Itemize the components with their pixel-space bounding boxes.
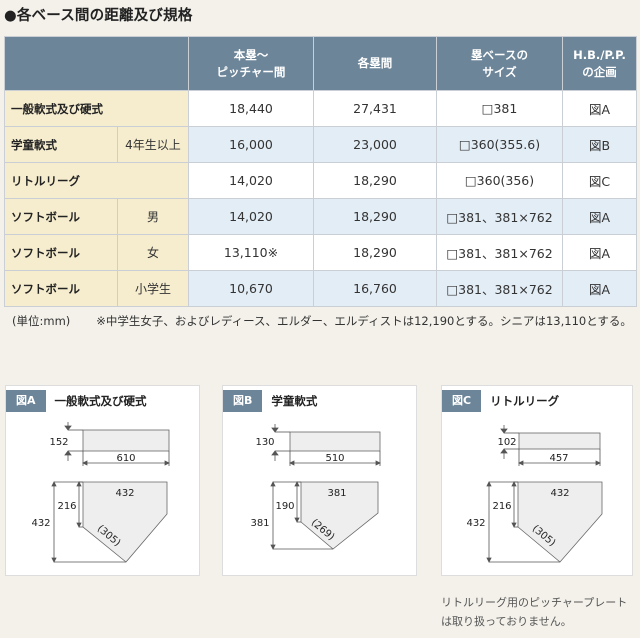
table-row: 学童軟式 4年生以上 16,000 23,000 □360(355.6) 図B <box>4 126 637 163</box>
home-side-a: 216 <box>57 501 76 512</box>
table-note: (単位:mm) ※中学生女子、およびレディース、エルダー、エルディストは12,19… <box>12 313 632 329</box>
figure-c-diagram: 102 457 432 216 432 (305) <box>466 425 603 563</box>
header-bases: 各塁間 <box>313 36 437 91</box>
cell-bases: 27,431 <box>313 90 437 127</box>
plate-width-c: 457 <box>549 453 568 464</box>
row-label: ソフトボール <box>4 198 118 235</box>
footer-note: リトルリーグ用のピッチャープレート は取り扱っておりません。 <box>441 593 627 631</box>
header-pitcher-line1: 本塁～ <box>233 47 269 62</box>
cell-fig: 図A <box>562 270 637 307</box>
cell-fig: 図A <box>562 234 637 271</box>
figure-b-header: 図B 学童軟式 <box>223 390 317 412</box>
cell-bases: 18,290 <box>313 198 437 235</box>
plate-height-c: 102 <box>497 437 516 448</box>
cell-size: □381、381×762 <box>436 198 563 235</box>
table-row: ソフトボール 小学生 10,670 16,760 □381、381×762 図A <box>4 270 637 307</box>
spec-table: 本塁～ ピッチャー間 各塁間 塁ベースの サイズ H.B./P.P. の企画 一… <box>4 36 637 307</box>
figure-b-diagram: 130 510 381 190 381 (269) <box>250 424 381 550</box>
footnote: ※中学生女子、およびレディース、エルダー、エルディストは12,190とする。シニ… <box>96 314 632 328</box>
home-side-c: 216 <box>492 501 511 512</box>
cell-bases: 18,290 <box>313 234 437 271</box>
header-size-line1: 塁ベースの <box>471 47 528 62</box>
table-row: リトルリーグ 14,020 18,290 □360(356) 図C <box>4 162 637 199</box>
cell-bases: 23,000 <box>313 126 437 163</box>
cell-bases: 16,760 <box>313 270 437 307</box>
cell-pitcher: 14,020 <box>188 198 314 235</box>
cell-pitcher: 18,440 <box>188 90 314 127</box>
cell-fig: 図A <box>562 90 637 127</box>
page-title: ●各ベース間の距離及び規格 <box>4 8 193 24</box>
cell-fig: 図A <box>562 198 637 235</box>
footer-line-2: は取り扱っておりません。 <box>441 615 572 628</box>
cell-pitcher: 14,020 <box>188 162 314 199</box>
cell-pitcher: 10,670 <box>188 270 314 307</box>
row-label: リトルリーグ <box>4 162 189 199</box>
header-pitcher: 本塁～ ピッチャー間 <box>188 36 314 91</box>
row-label: ソフトボール <box>4 270 118 307</box>
home-total-a: 432 <box>31 518 50 529</box>
cell-size: □360(356) <box>436 162 563 199</box>
unit-note: (単位:mm) <box>12 314 71 328</box>
plate-width-a: 610 <box>116 453 135 464</box>
home-width-c: 432 <box>550 488 569 499</box>
row-label: 一般軟式及び硬式 <box>4 90 189 127</box>
row-label: ソフトボール <box>4 234 118 271</box>
table-header-row: 本塁～ ピッチャー間 各塁間 塁ベースの サイズ H.B./P.P. の企画 <box>4 36 637 91</box>
table-row: ソフトボール 女 13,110※ 18,290 □381、381×762 図A <box>4 234 637 271</box>
home-width-b: 381 <box>327 488 346 499</box>
figure-a-diagram: 152 610 432 216 432 (305) <box>31 422 170 563</box>
cell-pitcher: 16,000 <box>188 126 314 163</box>
header-pitcher-line2: ピッチャー間 <box>216 64 286 79</box>
cell-size: □360(355.6) <box>436 126 563 163</box>
cell-fig: 図B <box>562 126 637 163</box>
row-sublabel: 4年生以上 <box>117 126 189 163</box>
header-size-line2: サイズ <box>482 64 517 79</box>
figure-a-header: 図A 一般軟式及び硬式 <box>6 390 147 412</box>
header-plan-line1: H.B./P.P. <box>573 47 626 62</box>
plate-height-a: 152 <box>49 437 68 448</box>
figure-c: 102 457 432 216 432 (305) 図C リトルリーグ <box>441 385 633 576</box>
figure-a: 152 610 432 216 432 (305) 図A 一般軟式及び硬式 <box>5 385 200 576</box>
row-sublabel: 女 <box>117 234 189 271</box>
home-total-c: 432 <box>466 518 485 529</box>
row-label: 学童軟式 <box>4 126 118 163</box>
cell-size: □381 <box>436 90 563 127</box>
cell-fig: 図C <box>562 162 637 199</box>
figure-b-name: 学童軟式 <box>271 394 318 408</box>
footer-line-1: リトルリーグ用のピッチャープレート <box>441 596 628 609</box>
home-total-b: 381 <box>250 518 269 529</box>
plate-height-b: 130 <box>255 437 274 448</box>
header-size: 塁ベースの サイズ <box>436 36 563 91</box>
row-sublabel: 小学生 <box>117 270 189 307</box>
figure-a-name: 一般軟式及び硬式 <box>54 394 147 408</box>
figure-c-tag: 図C <box>442 390 482 412</box>
plate-width-b: 510 <box>325 453 344 464</box>
home-width-a: 432 <box>115 488 134 499</box>
home-side-b: 190 <box>275 501 294 512</box>
header-plan: H.B./P.P. の企画 <box>562 36 637 91</box>
cell-bases: 18,290 <box>313 162 437 199</box>
cell-size: □381、381×762 <box>436 270 563 307</box>
table-row: 一般軟式及び硬式 18,440 27,431 □381 図A <box>4 90 637 127</box>
figure-a-tag: 図A <box>6 390 46 412</box>
figure-b-tag: 図B <box>223 390 263 412</box>
cell-size: □381、381×762 <box>436 234 563 271</box>
header-blank <box>4 36 189 91</box>
cell-pitcher: 13,110※ <box>188 234 314 271</box>
figure-c-name: リトルリーグ <box>490 394 560 408</box>
table-row: ソフトボール 男 14,020 18,290 □381、381×762 図A <box>4 198 637 235</box>
header-plan-line2: の企画 <box>582 64 617 79</box>
row-sublabel: 男 <box>117 198 189 235</box>
figure-b: 130 510 381 190 381 (269) 図B 学童軟式 <box>222 385 417 576</box>
figure-c-header: 図C リトルリーグ <box>442 390 559 412</box>
